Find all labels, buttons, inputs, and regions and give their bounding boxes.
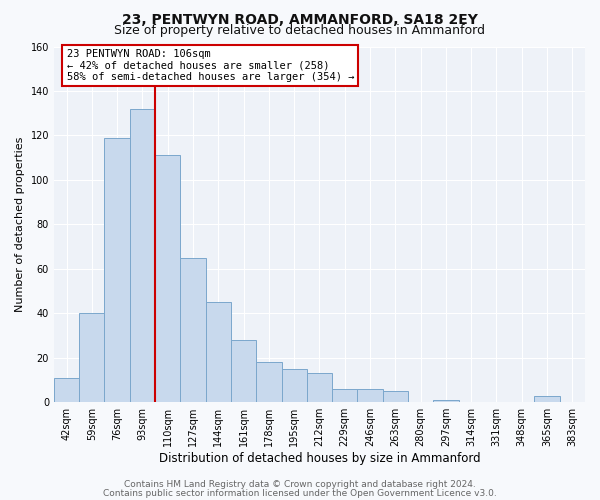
Bar [433, 400, 458, 402]
X-axis label: Distribution of detached houses by size in Ammanford: Distribution of detached houses by size … [158, 452, 480, 465]
Bar [535, 396, 560, 402]
Bar [79, 314, 104, 402]
Text: Contains public sector information licensed under the Open Government Licence v3: Contains public sector information licen… [103, 488, 497, 498]
Bar [358, 389, 383, 402]
Text: 23 PENTWYN ROAD: 106sqm
← 42% of detached houses are smaller (258)
58% of semi-d: 23 PENTWYN ROAD: 106sqm ← 42% of detache… [67, 48, 354, 82]
Text: 23, PENTWYN ROAD, AMMANFORD, SA18 2EY: 23, PENTWYN ROAD, AMMANFORD, SA18 2EY [122, 12, 478, 26]
Bar [130, 108, 155, 402]
Bar [307, 374, 332, 402]
Y-axis label: Number of detached properties: Number of detached properties [15, 136, 25, 312]
Bar [383, 391, 408, 402]
Bar [155, 156, 181, 402]
Bar [332, 389, 358, 402]
Bar [181, 258, 206, 402]
Bar [231, 340, 256, 402]
Bar [256, 362, 281, 402]
Bar [281, 369, 307, 402]
Text: Contains HM Land Registry data © Crown copyright and database right 2024.: Contains HM Land Registry data © Crown c… [124, 480, 476, 489]
Text: Size of property relative to detached houses in Ammanford: Size of property relative to detached ho… [115, 24, 485, 37]
Bar [206, 302, 231, 402]
Bar [54, 378, 79, 402]
Bar [104, 138, 130, 402]
